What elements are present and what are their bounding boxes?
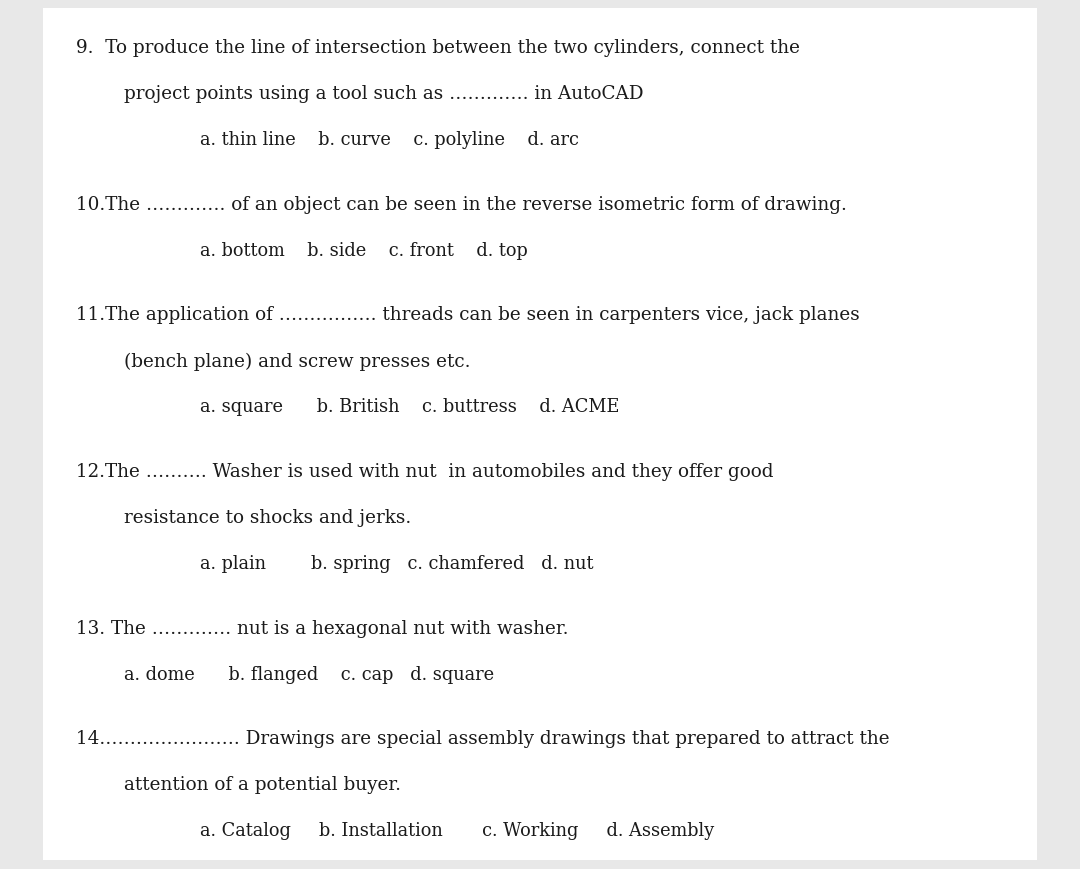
Text: a. square      b. British    c. buttress    d. ACME: a. square b. British c. buttress d. ACME: [200, 398, 619, 415]
Text: (bench plane) and screw presses etc.: (bench plane) and screw presses etc.: [124, 352, 471, 370]
Text: attention of a potential buyer.: attention of a potential buyer.: [124, 775, 401, 793]
FancyBboxPatch shape: [43, 9, 1037, 860]
Text: 10.The …………. of an object can be seen in the reverse isometric form of drawing.: 10.The …………. of an object can be seen in…: [76, 196, 847, 214]
Text: a. plain        b. spring   c. chamfered   d. nut: a. plain b. spring c. chamfered d. nut: [200, 554, 593, 572]
Text: 9.  To produce the line of intersection between the two cylinders, connect the: 9. To produce the line of intersection b…: [76, 39, 799, 57]
Text: a. bottom    b. side    c. front    d. top: a. bottom b. side c. front d. top: [200, 242, 527, 259]
Text: a. dome      b. flanged    c. cap   d. square: a. dome b. flanged c. cap d. square: [124, 665, 495, 683]
Text: 12.The ………. Washer is used with nut  in automobiles and they offer good: 12.The ………. Washer is used with nut in a…: [76, 462, 773, 481]
Text: resistance to shocks and jerks.: resistance to shocks and jerks.: [124, 508, 411, 527]
Text: 11.The application of ……………. threads can be seen in carpenters vice, jack planes: 11.The application of ……………. threads can…: [76, 306, 860, 324]
Text: 14.…………………. Drawings are special assembly drawings that prepared to attract the: 14.…………………. Drawings are special assembl…: [76, 729, 889, 747]
Text: a. Catalog     b. Installation       c. Working     d. Assembly: a. Catalog b. Installation c. Working d.…: [200, 821, 714, 839]
Text: a. thin line    b. curve    c. polyline    d. arc: a. thin line b. curve c. polyline d. arc: [200, 131, 579, 149]
Text: 13. The …………. nut is a hexagonal nut with washer.: 13. The …………. nut is a hexagonal nut wit…: [76, 619, 568, 637]
Text: project points using a tool such as …………. in AutoCAD: project points using a tool such as ……………: [124, 85, 644, 103]
